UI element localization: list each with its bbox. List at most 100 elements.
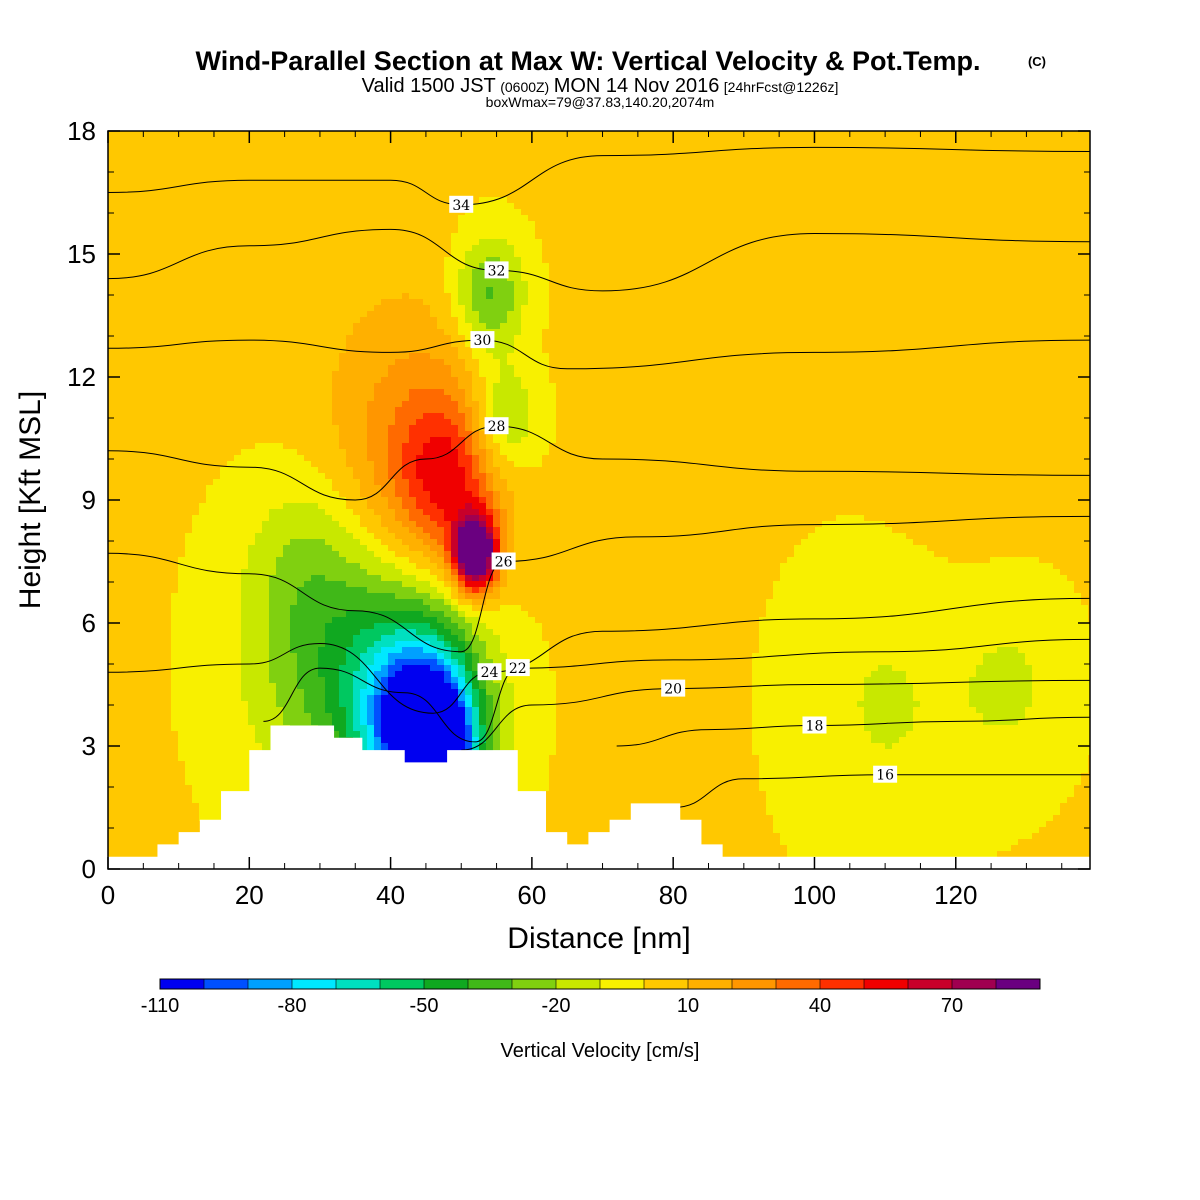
- velocity-cell: [136, 215, 144, 222]
- velocity-cell: [451, 221, 459, 228]
- velocity-cell: [276, 239, 284, 246]
- velocity-cell: [871, 233, 879, 240]
- velocity-cell: [626, 263, 634, 270]
- velocity-cell: [1004, 305, 1012, 312]
- velocity-cell: [759, 323, 767, 330]
- velocity-cell: [766, 155, 774, 162]
- velocity-cell: [654, 155, 662, 162]
- velocity-cell: [143, 317, 151, 324]
- velocity-cell: [927, 161, 935, 168]
- velocity-cell: [899, 275, 907, 282]
- velocity-cell: [878, 173, 886, 180]
- velocity-cell: [780, 281, 788, 288]
- velocity-cell: [1011, 293, 1019, 300]
- velocity-cell: [185, 335, 193, 342]
- velocity-cell: [850, 293, 858, 300]
- velocity-cell: [871, 239, 879, 246]
- velocity-cell: [479, 131, 487, 138]
- velocity-cell: [626, 287, 634, 294]
- velocity-cell: [269, 209, 277, 216]
- velocity-cell: [843, 221, 851, 228]
- velocity-cell: [696, 185, 704, 192]
- velocity-cell: [353, 341, 361, 348]
- velocity-cell: [1074, 251, 1082, 258]
- velocity-cell: [290, 161, 298, 168]
- velocity-cell: [430, 179, 438, 186]
- velocity-cell: [689, 185, 697, 192]
- velocity-cell: [367, 257, 375, 264]
- velocity-cell: [661, 131, 669, 138]
- velocity-cell: [542, 137, 550, 144]
- velocity-cell: [892, 233, 900, 240]
- velocity-cell: [514, 203, 522, 210]
- velocity-cell: [829, 323, 837, 330]
- velocity-cell: [465, 311, 473, 318]
- velocity-cell: [647, 305, 655, 312]
- velocity-cell: [122, 287, 130, 294]
- velocity-cell: [472, 191, 480, 198]
- velocity-cell: [591, 275, 599, 282]
- velocity-cell: [738, 299, 746, 306]
- velocity-cell: [423, 143, 431, 150]
- velocity-cell: [962, 335, 970, 342]
- velocity-cell: [871, 161, 879, 168]
- velocity-cell: [759, 299, 767, 306]
- velocity-cell: [164, 281, 172, 288]
- velocity-cell: [962, 227, 970, 234]
- velocity-cell: [136, 155, 144, 162]
- velocity-cell: [129, 305, 137, 312]
- velocity-cell: [1018, 329, 1026, 336]
- velocity-cell: [234, 191, 242, 198]
- velocity-cell: [493, 341, 501, 348]
- velocity-cell: [430, 161, 438, 168]
- velocity-cell: [808, 329, 816, 336]
- velocity-cell: [724, 287, 732, 294]
- velocity-cell: [962, 275, 970, 282]
- velocity-cell: [626, 299, 634, 306]
- velocity-cell: [710, 149, 718, 156]
- velocity-cell: [360, 215, 368, 222]
- velocity-cell: [661, 167, 669, 174]
- velocity-cell: [171, 227, 179, 234]
- velocity-cell: [682, 155, 690, 162]
- velocity-cell: [276, 215, 284, 222]
- velocity-cell: [934, 275, 942, 282]
- velocity-cell: [1018, 161, 1026, 168]
- velocity-cell: [346, 305, 354, 312]
- velocity-cell: [234, 227, 242, 234]
- velocity-cell: [1060, 275, 1068, 282]
- velocity-cell: [871, 329, 879, 336]
- velocity-cell: [346, 329, 354, 336]
- velocity-cell: [521, 233, 529, 240]
- velocity-cell: [668, 173, 676, 180]
- velocity-cell: [794, 293, 802, 300]
- velocity-cell: [479, 305, 487, 312]
- velocity-cell: [997, 239, 1005, 246]
- velocity-cell: [332, 245, 340, 252]
- velocity-cell: [878, 245, 886, 252]
- velocity-cell: [192, 155, 200, 162]
- velocity-cell: [164, 209, 172, 216]
- velocity-cell: [325, 221, 333, 228]
- velocity-cell: [836, 275, 844, 282]
- velocity-cell: [255, 143, 263, 150]
- velocity-cell: [619, 311, 627, 318]
- velocity-cell: [535, 299, 543, 306]
- velocity-cell: [367, 209, 375, 216]
- velocity-cell: [388, 131, 396, 138]
- velocity-cell: [661, 263, 669, 270]
- velocity-cell: [150, 191, 158, 198]
- velocity-cell: [297, 227, 305, 234]
- velocity-cell: [360, 221, 368, 228]
- velocity-cell: [584, 311, 592, 318]
- velocity-cell: [794, 203, 802, 210]
- velocity-cell: [157, 155, 165, 162]
- velocity-cell: [1011, 329, 1019, 336]
- velocity-cell: [451, 335, 459, 342]
- velocity-cell: [549, 203, 557, 210]
- velocity-cell: [374, 161, 382, 168]
- velocity-cell: [157, 239, 165, 246]
- velocity-cell: [822, 173, 830, 180]
- velocity-cell: [318, 269, 326, 276]
- velocity-cell: [297, 287, 305, 294]
